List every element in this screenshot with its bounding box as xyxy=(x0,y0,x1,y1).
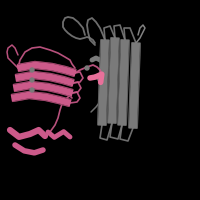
Polygon shape xyxy=(118,40,129,125)
Circle shape xyxy=(85,66,89,70)
Polygon shape xyxy=(108,38,119,123)
Polygon shape xyxy=(129,43,140,128)
Circle shape xyxy=(30,68,34,72)
Polygon shape xyxy=(15,72,74,86)
Circle shape xyxy=(30,78,34,82)
Circle shape xyxy=(30,88,34,92)
Polygon shape xyxy=(13,82,73,96)
Polygon shape xyxy=(17,62,76,76)
Polygon shape xyxy=(98,40,109,125)
Polygon shape xyxy=(11,92,71,106)
